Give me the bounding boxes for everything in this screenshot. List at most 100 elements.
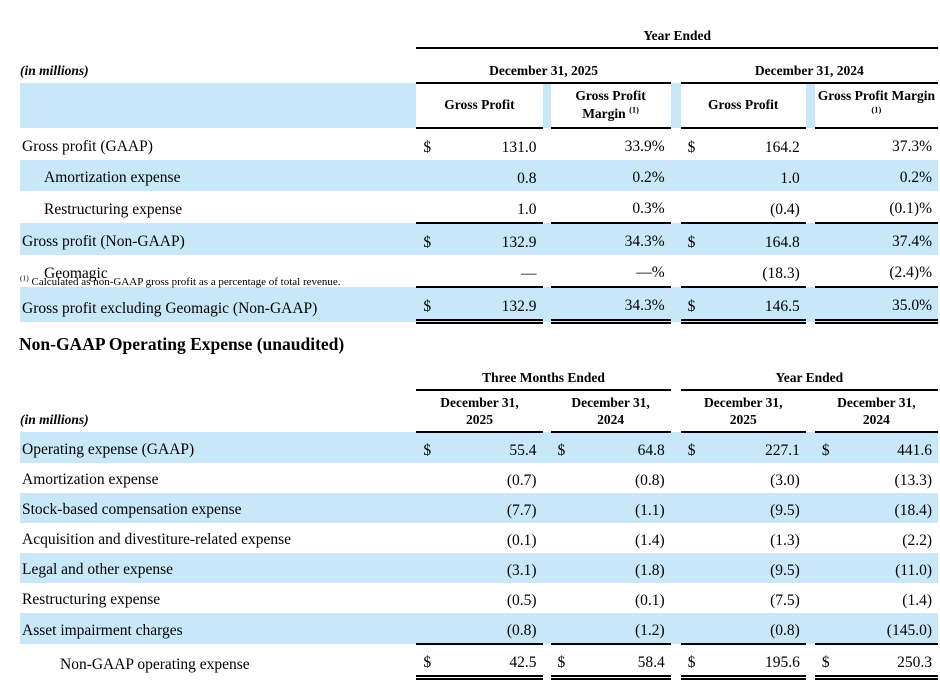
- value: 132.9: [501, 297, 537, 315]
- gap-cell: [670, 553, 681, 583]
- value: (3.0): [770, 471, 800, 489]
- value-cell: $195.6: [680, 644, 806, 680]
- value: (1.1): [634, 501, 665, 519]
- value: 42.5: [509, 653, 537, 671]
- row-label: Restructuring expense: [22, 591, 161, 608]
- value: (18.4): [894, 501, 932, 519]
- gap-cell: [671, 463, 681, 493]
- gap-cell: [806, 390, 815, 432]
- value-cell: 0.2%: [550, 160, 671, 191]
- gap-cell: [670, 287, 681, 322]
- table-subheader-row: Gross Profit Gross Profit Margin (1) Gro…: [20, 83, 938, 129]
- value-cell: (3.1): [416, 553, 543, 583]
- col-header-gross-profit-margin: Gross Profit Margin (1): [814, 83, 938, 129]
- dollar-sign: $: [821, 653, 830, 671]
- value-cell: $58.4: [550, 644, 671, 680]
- gap-cell: [542, 613, 551, 644]
- value: (0.5): [506, 591, 537, 609]
- value: (2.2): [902, 531, 932, 549]
- gap-cell: [671, 390, 681, 432]
- gap-cell: [806, 191, 815, 223]
- gap-cell: [671, 191, 681, 223]
- value: 250.3: [897, 653, 932, 671]
- value: (13.3): [894, 471, 932, 489]
- value: 58.4: [637, 653, 665, 671]
- value: (9.5): [770, 561, 800, 579]
- table-total-row: Non-GAAP operating expense $42.5 $58.4 $…: [20, 644, 938, 680]
- gap-cell: [543, 644, 551, 678]
- value-cell: (1.8): [550, 553, 671, 583]
- gap-cell: [671, 364, 681, 390]
- value-cell: $164.8: [680, 223, 806, 255]
- empty-cell: [20, 22, 416, 48]
- value-cell: 0.2%: [814, 160, 938, 191]
- gap-cell: [671, 583, 681, 613]
- row-label: Geomagic: [44, 265, 108, 282]
- col-header-date: December 31, 2024: [550, 390, 671, 433]
- value: (3.1): [506, 561, 537, 579]
- value: (0.8): [506, 621, 537, 639]
- value: (18.3): [762, 264, 800, 282]
- gap-cell: [543, 255, 551, 287]
- value: (1.2): [634, 621, 665, 639]
- value-cell: 1.0: [680, 160, 806, 191]
- col-header-label: Gross Profit: [708, 97, 779, 113]
- value: 55.4: [509, 441, 537, 459]
- table-total-row: Gross profit excluding Geomagic (Non-GAA…: [20, 287, 938, 324]
- value-cell: (0.1)%: [814, 191, 938, 224]
- value-cell: 33.9%: [624, 138, 665, 155]
- value-cell: $64.8: [550, 432, 671, 463]
- row-label: Non-GAAP operating expense: [60, 655, 250, 673]
- gap-cell: [543, 523, 551, 553]
- col-header-gross-profit-margin: Gross Profit Margin (1): [550, 83, 671, 129]
- value-cell: (2.2): [815, 523, 938, 553]
- value-cell: $146.5: [680, 287, 806, 324]
- dollar-sign: $: [423, 138, 432, 156]
- table-row: Restructuring expense (0.5) (0.1) (7.5) …: [20, 583, 938, 613]
- value-cell: $250.3: [814, 644, 938, 680]
- gap-cell: [805, 613, 815, 644]
- value-cell: (9.5): [680, 553, 806, 583]
- value: (0.7): [506, 471, 537, 489]
- table-row: Amortization expense 0.8 0.2% 1.0 0.2%: [20, 160, 938, 191]
- value: (7.5): [770, 591, 800, 609]
- in-millions-label: (in millions): [20, 412, 89, 427]
- dollar-sign: $: [423, 441, 432, 459]
- value-cell: 0.3%: [550, 191, 671, 224]
- gap-cell: [805, 83, 815, 128]
- value: (11.0): [895, 561, 932, 579]
- value: 64.8: [637, 441, 665, 459]
- value: 132.9: [501, 233, 537, 251]
- row-label: Asset impairment charges: [20, 613, 417, 644]
- value: 164.8: [764, 233, 800, 251]
- value: (0.4): [770, 200, 800, 218]
- value: (9.5): [770, 501, 800, 519]
- value-cell: (18.3): [680, 255, 806, 288]
- value: (1.4): [902, 591, 932, 609]
- gap-cell: [805, 553, 815, 583]
- value-cell: (1.3): [681, 523, 806, 553]
- three-months-ended-header: Three Months Ended: [416, 364, 671, 391]
- dollar-sign: $: [687, 138, 696, 156]
- gross-profit-table: Year Ended (in millions) December 31, 20…: [20, 22, 938, 324]
- dollar-sign: $: [687, 441, 696, 459]
- value-cell: (1.1): [550, 493, 671, 523]
- col-header-gross-profit: Gross Profit: [416, 83, 543, 129]
- value: 131.0: [501, 138, 537, 156]
- value-cell: (0.8): [551, 463, 671, 493]
- row-label: Operating expense (GAAP): [20, 432, 417, 463]
- value: (1.3): [770, 531, 800, 549]
- gap-cell: [543, 463, 551, 493]
- value-cell: 34.3%: [550, 287, 671, 324]
- dollar-sign: $: [687, 233, 696, 251]
- value: —: [521, 264, 537, 282]
- value-cell: $132.9: [416, 223, 543, 255]
- col-header-date: December 31, 2025: [680, 390, 806, 433]
- empty-cell: [20, 83, 417, 128]
- value: 441.6: [897, 441, 932, 459]
- gap-cell: [671, 48, 681, 83]
- footnote-marker: (1): [871, 104, 882, 115]
- gap-cell: [806, 583, 815, 613]
- row-label: Amortization expense: [22, 471, 159, 488]
- value-cell: (2.4)%: [814, 255, 938, 288]
